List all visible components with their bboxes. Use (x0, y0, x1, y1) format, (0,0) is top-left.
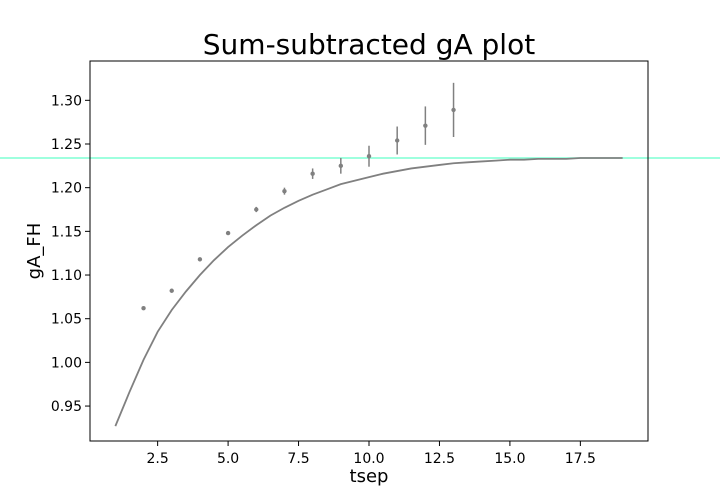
data-point (141, 306, 146, 311)
data-point (197, 257, 203, 262)
data-point (282, 188, 287, 194)
data-point (451, 107, 456, 113)
y-axis-label: gA_FH (24, 223, 45, 280)
x-tick-label: 17.5 (565, 451, 596, 467)
y-tick-label: 1.30 (51, 93, 82, 109)
y-axis: 0.95 1.00 1.05 1.10 1.15 1.20 1.25 1.30 (51, 93, 90, 415)
x-axis: 2.5 5.0 7.5 10.0 12.5 15.0 17.5 (147, 441, 596, 467)
plot-area (0, 82, 720, 427)
x-axis-label: tsep (350, 466, 389, 487)
x-tick-label: 5.0 (217, 451, 239, 467)
data-point (423, 123, 428, 128)
x-tick-label: 12.5 (424, 451, 455, 467)
y-tick-label: 0.95 (51, 399, 82, 415)
fit-curve (114, 157, 623, 427)
chart-title: Sum-subtracted gA plot (203, 28, 535, 61)
data-point (169, 288, 174, 293)
y-tick-label: 1.25 (51, 137, 82, 153)
y-tick-label: 1.00 (51, 355, 82, 371)
y-tick-label: 1.15 (51, 224, 82, 240)
y-tick-label: 1.20 (51, 181, 82, 197)
x-tick-label: 10.0 (353, 451, 384, 467)
y-tick-label: 1.05 (51, 312, 82, 328)
data-point (310, 171, 315, 176)
y-tick-label: 1.10 (51, 268, 82, 284)
x-tick-label: 15.0 (494, 451, 525, 467)
data-point (394, 138, 400, 143)
data-point (338, 163, 344, 169)
x-tick-label: 2.5 (147, 451, 169, 467)
x-tick-label: 7.5 (287, 451, 309, 467)
data-point (254, 207, 259, 212)
data-point (366, 154, 372, 159)
data-point (225, 230, 231, 236)
plot-frame (89, 60, 649, 442)
